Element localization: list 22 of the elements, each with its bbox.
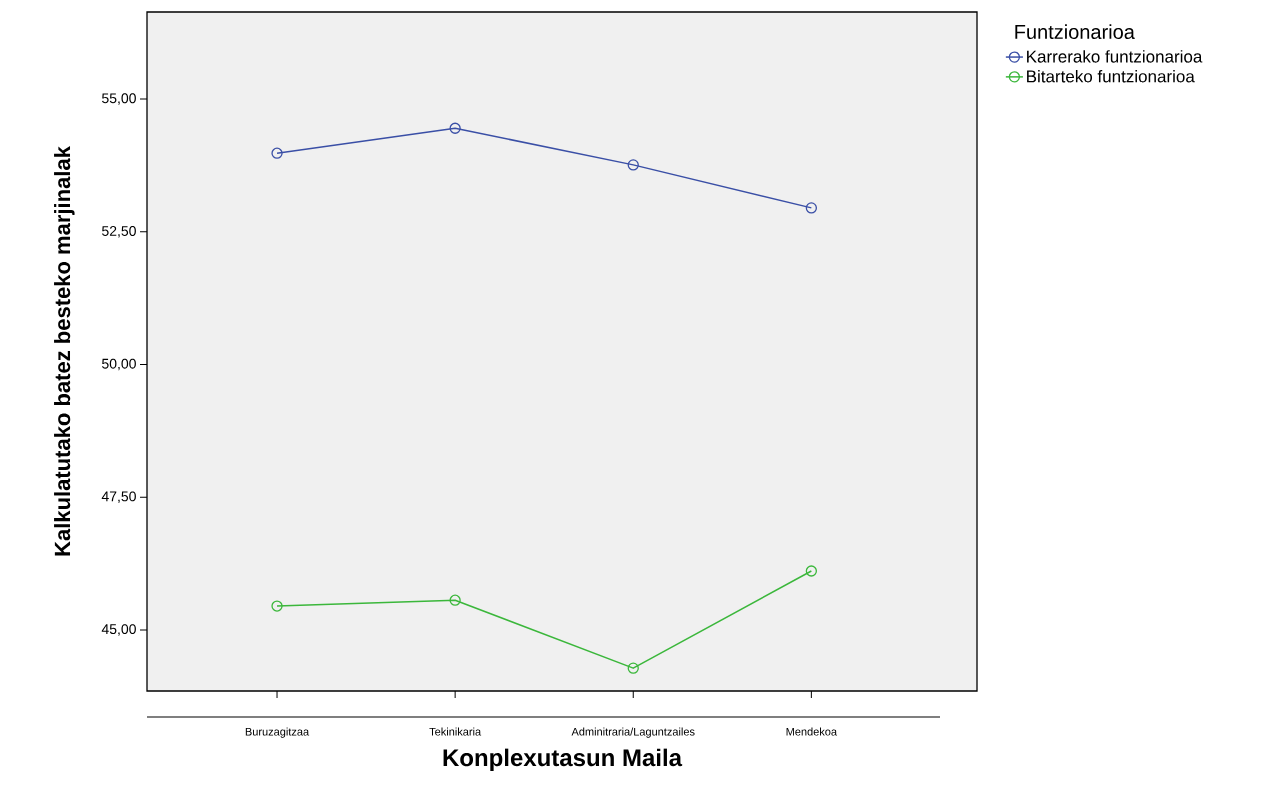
y-tick-label: 47,50 bbox=[101, 491, 136, 503]
x-tick-label: Adminitraria/Laguntzailes bbox=[571, 727, 695, 738]
y-axis-title: Kalkulatutako batez besteko marjinalak bbox=[54, 146, 75, 556]
legend-label: Karrerako funtzionarioa bbox=[1027, 50, 1203, 63]
point bbox=[627, 159, 639, 171]
legend-label: Bitarteko funtzionarioa bbox=[1027, 69, 1195, 83]
x-axis-title: Konplexutasun Maila bbox=[443, 748, 683, 772]
y-tick-label: 52,50 bbox=[102, 225, 136, 238]
point bbox=[805, 565, 818, 577]
point bbox=[271, 147, 283, 159]
x-tick-label: Tekinikaria bbox=[429, 727, 482, 736]
legend-title: Funtzionarioa bbox=[1015, 24, 1135, 39]
point bbox=[271, 600, 283, 612]
point bbox=[627, 662, 639, 674]
x-tick-label: Buruzagitzaa bbox=[245, 727, 310, 738]
y-tick-label: 45,00 bbox=[101, 624, 136, 636]
point bbox=[449, 594, 461, 606]
point bbox=[805, 202, 818, 214]
y-tick-label: 50,00 bbox=[102, 358, 136, 371]
y-tick-label: 55,00 bbox=[102, 93, 136, 105]
x-tick-label: Mendekoa bbox=[786, 727, 838, 736]
point bbox=[449, 122, 461, 134]
